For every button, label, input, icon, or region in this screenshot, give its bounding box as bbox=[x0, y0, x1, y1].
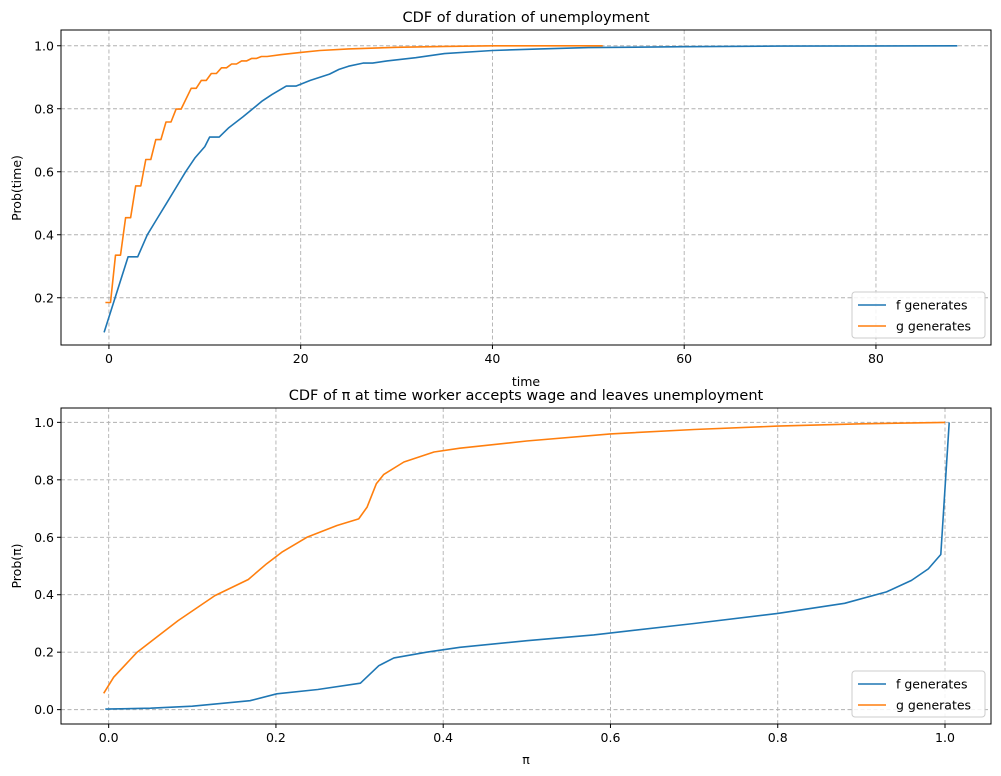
y-axis-label: Prob(π) bbox=[9, 543, 24, 588]
y-tick-label: 1.0 bbox=[34, 38, 54, 53]
x-tick-label: 0.2 bbox=[266, 730, 286, 745]
y-tick-label: 0.2 bbox=[34, 645, 54, 660]
legend: f generates g generates bbox=[851, 291, 986, 339]
chart-title: CDF of duration of unemployment bbox=[402, 10, 649, 26]
y-tick-label: 0.0 bbox=[34, 702, 54, 717]
legend: f generates g generates bbox=[851, 670, 986, 718]
y-tick-label: 0.2 bbox=[34, 290, 54, 305]
x-tick-label: 0.4 bbox=[433, 730, 453, 745]
plot-frame bbox=[60, 29, 992, 346]
y-tick-label: 0.8 bbox=[34, 101, 54, 116]
series-line-f bbox=[105, 422, 950, 710]
y-tick-label: 0.6 bbox=[34, 164, 54, 179]
legend-label: f generates bbox=[896, 298, 968, 313]
y-tick-label: 1.0 bbox=[34, 415, 54, 430]
x-tick-label: 1.0 bbox=[935, 730, 955, 745]
y-tick-label: 0.4 bbox=[34, 227, 54, 242]
chart-title: CDF of π at time worker accepts wage and… bbox=[289, 388, 764, 404]
y-tick-label: 0.4 bbox=[34, 587, 54, 602]
x-axis-label: π bbox=[522, 752, 530, 767]
x-tick-label: 0.8 bbox=[768, 730, 788, 745]
x-tick-label: 20 bbox=[293, 351, 309, 366]
series-line-g bbox=[103, 421, 946, 694]
plot-frame bbox=[60, 407, 992, 725]
x-tick-label: 0.6 bbox=[601, 730, 621, 745]
chart-duration-cdf: CDF of duration of unemployment time Pro… bbox=[9, 10, 992, 389]
x-tick-label: 60 bbox=[676, 351, 692, 366]
chart-pi-cdf: CDF of π at time worker accepts wage and… bbox=[9, 388, 992, 767]
legend-label: g generates bbox=[896, 319, 971, 334]
legend-label: f generates bbox=[896, 677, 968, 692]
legend-label: g generates bbox=[896, 698, 971, 713]
y-tick-label: 0.8 bbox=[34, 472, 54, 487]
x-tick-label: 40 bbox=[484, 351, 500, 366]
y-tick-label: 0.6 bbox=[34, 530, 54, 545]
x-tick-label: 80 bbox=[868, 351, 884, 366]
x-tick-label: 0 bbox=[105, 351, 113, 366]
y-axis-label: Prob(time) bbox=[9, 155, 24, 221]
series-line-f bbox=[103, 45, 958, 333]
x-tick-label: 0.0 bbox=[99, 730, 119, 745]
series-line-g bbox=[105, 45, 603, 304]
x-axis-label: time bbox=[512, 374, 541, 389]
